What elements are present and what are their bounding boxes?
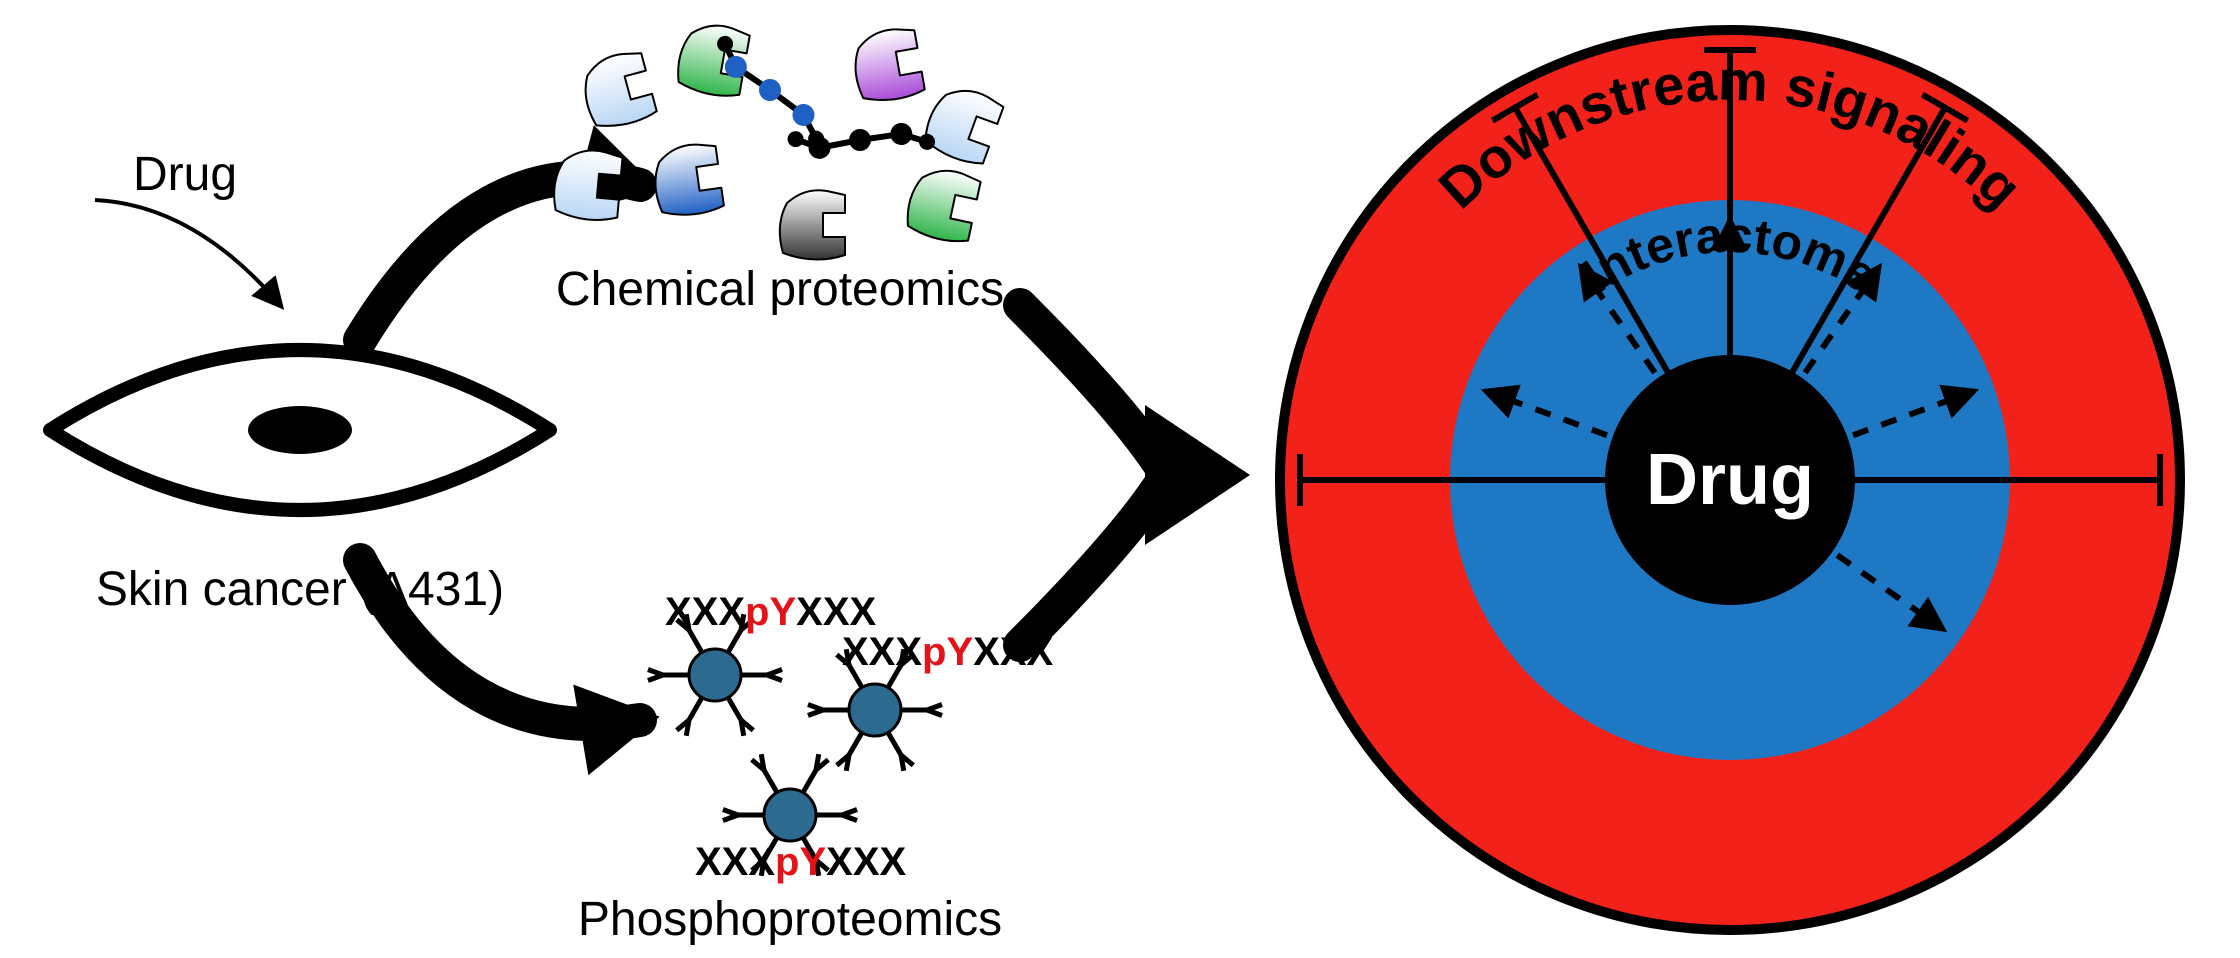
chem-proteomics-cluster	[552, 20, 1005, 260]
merge-arrow	[1020, 305, 1250, 645]
drug-big-label: Drug	[1646, 440, 1814, 520]
skin-cancer-label: Skin cancer (A431)	[96, 563, 504, 616]
phospho-label: Phosphoproteomics	[578, 893, 1002, 946]
chem-proteomics-label: Chemical proteomics	[556, 263, 1004, 316]
drug-small-label: Drug	[133, 148, 237, 201]
concentric-diagram: Downstream signalingInteractomeDrug	[1280, 30, 2180, 930]
eye-shape	[50, 350, 550, 510]
drug-arrow	[95, 200, 280, 305]
phospho-seq-2: XXXpYXXX	[695, 840, 907, 884]
phospho-seq-0: XXXpYXXX	[665, 590, 877, 634]
